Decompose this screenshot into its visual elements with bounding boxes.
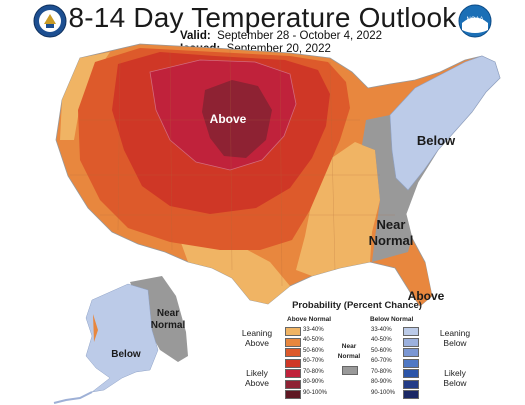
below-bin-label: 33-40% [371, 326, 392, 333]
legend-leaning-below-1: Leaning [439, 328, 471, 338]
leaning-above-band [296, 142, 380, 276]
probability-legend: Probability (Percent Chance) Above Norma… [237, 298, 477, 402]
florida-above [410, 262, 432, 306]
legend-likely-below: Likely Below [435, 368, 475, 388]
legend-likely-above: Likely Above [237, 368, 277, 388]
below-normal-northeast [389, 55, 501, 191]
alaska-below [85, 283, 159, 393]
above-bin-swatch [285, 348, 301, 357]
alaska-above-edge [93, 314, 98, 342]
below-bin-label: 60-70% [371, 358, 392, 364]
legend-near-normal: Near Normal [334, 342, 364, 362]
legend-likely-above-1: Likely [246, 368, 268, 378]
legend-near-normal-swatch [342, 366, 358, 375]
legend-below-header: Below Normal [370, 316, 414, 323]
above-bin-label: 50-60% [303, 347, 324, 354]
label-near-east-2: Normal [369, 233, 414, 248]
below-bin-swatch [403, 337, 419, 347]
below-bin-label: 90-100% [371, 389, 396, 396]
legend-title: Probability (Percent Chance) [292, 300, 422, 311]
label-near-east-1: Near [377, 217, 406, 232]
below-bin-label: 40-50% [371, 337, 392, 343]
below-bin-swatch [403, 379, 419, 389]
legend-likely-above-2: Above [244, 378, 270, 388]
above-bin-label: 60-70% [303, 358, 324, 364]
above-bin-label: 80-90% [303, 379, 324, 385]
above-80-90 [202, 80, 272, 158]
below-bin-label: 70-80% [371, 368, 392, 375]
legend-above-header: Above Normal [287, 316, 332, 323]
below-bin-swatch [403, 327, 419, 336]
label-near-alaska-1: Near [157, 308, 179, 319]
state-borders [70, 49, 395, 287]
above-bin-swatch [285, 327, 301, 336]
legend-leaning-above-1: Leaning [241, 328, 273, 338]
below-bin-label: 80-90% [371, 379, 392, 385]
legend-leaning-above: Leaning Above [237, 328, 277, 348]
label-above-florida: Above [408, 289, 445, 303]
alaska-aleutians [53, 391, 93, 404]
leaning-above-southwest [180, 240, 290, 304]
legend-leaning-below: Leaning Below [435, 328, 475, 348]
legend-near-normal-1: Near [341, 343, 357, 350]
above-bin-label: 40-50% [303, 337, 324, 343]
above-bin-swatch [285, 369, 301, 378]
legend-likely-below-2: Below [443, 378, 467, 388]
label-below-northeast: Below [417, 133, 456, 148]
noaa-logo-text: NOAA [466, 17, 483, 23]
above-bin-swatch [285, 358, 301, 368]
below-bin-swatch [403, 390, 419, 399]
leaning-above-northwest [60, 52, 110, 140]
below-bin-label: 50-60% [371, 347, 392, 354]
valid-dates: September 28 - October 4, 2022 [217, 30, 383, 42]
below-bin-swatch [403, 348, 419, 357]
label-below-alaska: Below [111, 349, 141, 360]
above-bin-swatch [285, 390, 301, 399]
below-bin-swatch [403, 369, 419, 378]
doc-seal-icon [33, 4, 67, 38]
above-bin-swatch [285, 379, 301, 389]
above-bin-label: 70-80% [303, 368, 324, 375]
legend-likely-below-1: Likely [444, 368, 466, 378]
valid-label: Valid: [180, 30, 211, 42]
below-bin-swatch [403, 358, 419, 368]
noaa-logo-icon: NOAA [458, 4, 492, 38]
label-above-north: Above [210, 112, 247, 126]
above-bin-label: 90-100% [303, 389, 328, 396]
above-bin-label: 33-40% [303, 326, 324, 333]
legend-near-normal-2: Normal [337, 353, 361, 360]
legend-leaning-below-2: Below [443, 338, 467, 348]
legend-leaning-above-2: Above [244, 338, 270, 348]
above-bin-swatch [285, 337, 301, 347]
page-title: 8-14 Day Temperature Outlook [68, 2, 457, 33]
label-near-alaska-2: Normal [151, 320, 186, 331]
